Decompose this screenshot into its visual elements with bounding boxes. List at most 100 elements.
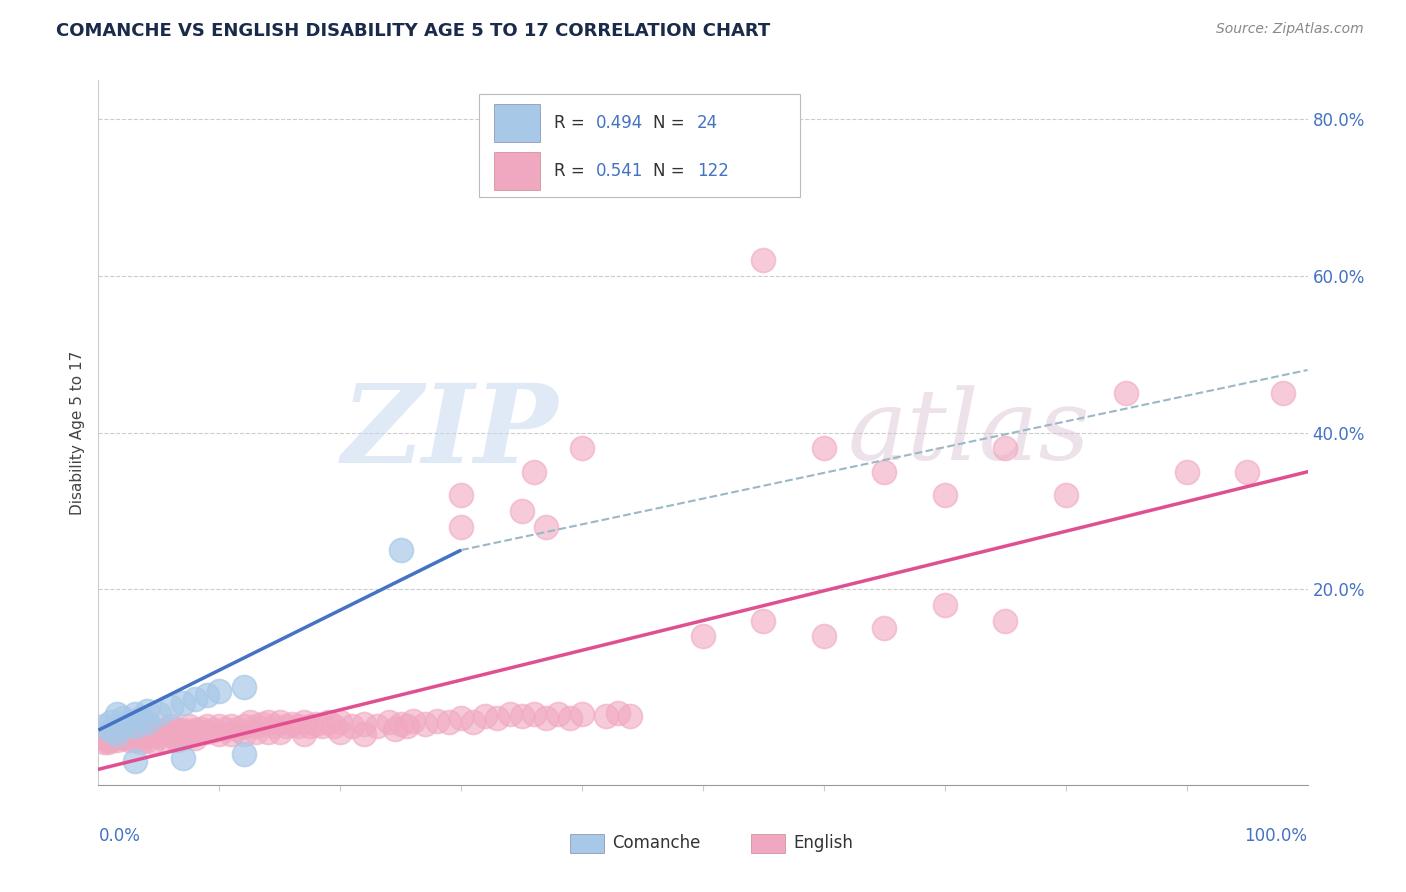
Point [100, 732, 122, 747]
Point [208, 719, 231, 733]
Text: ZIP: ZIP [342, 379, 558, 486]
Point [342, 719, 364, 733]
Point [534, 519, 557, 533]
Point [389, 717, 412, 731]
Point [157, 727, 180, 741]
Point [184, 691, 207, 706]
Point [607, 706, 630, 720]
Point [292, 727, 315, 741]
Point [96, 732, 118, 747]
Point [105, 727, 128, 741]
Point [172, 696, 194, 710]
Point [124, 732, 146, 747]
Text: atlas: atlas [848, 385, 1091, 480]
Point [160, 719, 183, 733]
Point [129, 735, 152, 749]
Point [523, 707, 546, 722]
FancyBboxPatch shape [569, 834, 603, 854]
FancyBboxPatch shape [751, 834, 785, 854]
Point [426, 714, 449, 728]
Point [619, 709, 641, 723]
Point [510, 504, 533, 518]
Point [395, 719, 418, 733]
Text: 0.0%: 0.0% [98, 827, 141, 846]
Point [221, 719, 243, 733]
Point [245, 719, 267, 733]
Point [239, 715, 262, 730]
Text: 122: 122 [697, 162, 728, 180]
Text: English: English [794, 834, 853, 853]
Point [329, 715, 352, 730]
Point [269, 724, 291, 739]
Point [153, 732, 176, 747]
FancyBboxPatch shape [494, 103, 540, 143]
Point [692, 629, 714, 643]
Point [366, 719, 388, 733]
Point [172, 750, 194, 764]
Point [1272, 386, 1295, 401]
Point [166, 732, 188, 747]
Point [172, 723, 194, 738]
Point [111, 727, 134, 741]
Point [118, 732, 141, 747]
Point [232, 680, 254, 694]
Point [292, 715, 315, 730]
Point [226, 722, 249, 736]
Point [145, 727, 167, 741]
Text: R =: R = [554, 162, 585, 180]
Point [281, 717, 304, 731]
Point [299, 719, 322, 733]
Point [402, 714, 425, 728]
Point [118, 727, 141, 741]
Point [311, 719, 333, 733]
Point [100, 715, 122, 730]
Point [316, 715, 339, 730]
Point [202, 723, 225, 738]
Point [118, 715, 141, 730]
Point [148, 723, 170, 738]
Point [148, 730, 170, 744]
Point [127, 730, 149, 744]
Point [97, 735, 120, 749]
Point [547, 707, 569, 722]
Point [150, 727, 173, 741]
Point [124, 707, 146, 722]
Point [142, 735, 165, 749]
Point [135, 704, 157, 718]
Point [250, 717, 273, 731]
Text: N =: N = [654, 114, 685, 132]
Point [190, 722, 212, 736]
Point [214, 722, 236, 736]
Point [187, 724, 209, 739]
Point [232, 719, 254, 733]
Point [263, 719, 285, 733]
Point [1175, 465, 1198, 479]
Point [498, 707, 520, 722]
Point [329, 724, 352, 739]
Point [450, 711, 472, 725]
Point [353, 727, 375, 741]
Point [124, 755, 146, 769]
Point [413, 717, 436, 731]
Point [93, 735, 115, 749]
FancyBboxPatch shape [479, 95, 800, 196]
Point [934, 488, 956, 502]
Point [463, 715, 485, 730]
Text: R =: R = [554, 114, 585, 132]
Point [179, 719, 201, 733]
Point [994, 442, 1017, 456]
Point [873, 465, 896, 479]
Point [571, 442, 593, 456]
Point [813, 629, 835, 643]
Point [129, 727, 152, 741]
Text: Comanche: Comanche [613, 834, 700, 853]
Point [129, 711, 152, 725]
Point [558, 711, 581, 725]
Point [124, 719, 146, 733]
Point [172, 731, 194, 745]
Point [1115, 386, 1137, 401]
Text: Source: ZipAtlas.com: Source: ZipAtlas.com [1216, 22, 1364, 37]
Point [752, 614, 775, 628]
Y-axis label: Disability Age 5 to 17: Disability Age 5 to 17 [69, 351, 84, 515]
Point [124, 727, 146, 741]
